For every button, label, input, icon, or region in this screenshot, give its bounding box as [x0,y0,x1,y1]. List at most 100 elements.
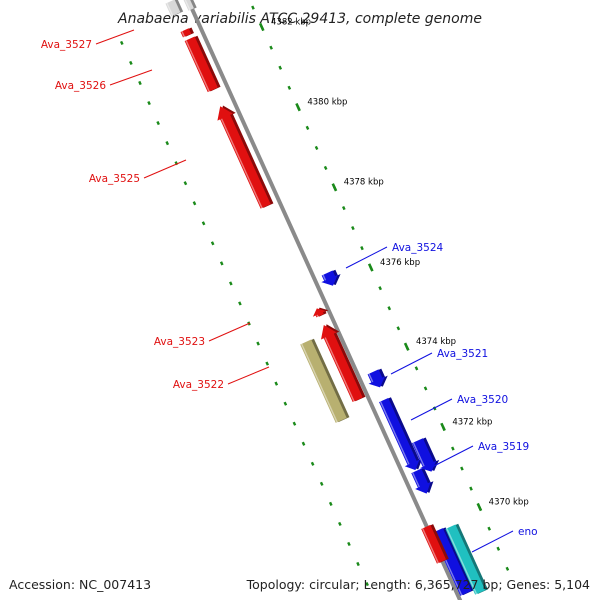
tick-label-4374-kbp: 4374 kbp [416,337,456,347]
gene-ava-3521 [367,368,388,388]
tick-dot [165,141,170,146]
tick-dot [414,366,419,371]
accession-text: Accession: NC_007413 [9,577,152,592]
tick-dot [283,401,288,406]
gene-label-ava-3521: Ava_3521 [437,348,488,360]
scale-ticks: 4382 kbp 4380 kbp 4378 kbp 4376 kbp 4374 kbp… [258,17,529,512]
gene-ava-3520-highlight [379,401,410,465]
map-title: Anabaena variabilis ATCC 29413, complete… [117,11,482,27]
gene-forward-extra-highlight [412,442,425,467]
gene-ava-3522-highlight [324,337,355,402]
tick-dot [274,381,279,386]
neighbor-feature-top [165,0,184,17]
tick-dot [347,541,351,547]
tick-label-4370-kbp: 4370 kbp [489,497,529,507]
gene-ava-3527-body [180,28,192,38]
tick-dot [432,406,437,411]
tick-dot [210,241,215,246]
tick-dot [256,341,260,346]
tick-dot [356,561,360,567]
tick-label-4378-kbp: 4378 kbp [344,178,384,188]
tick-label-4372-kbp: 4372 kbp [452,417,492,427]
gene-ava-3519-highlight [412,472,420,488]
tick-dot [378,286,382,291]
leader-ava-3524 [345,246,388,269]
gene-labels: Ava_3527 Ava_3526 Ava_3525 Ava_3524 Ava_3523… [41,29,538,553]
tick-dot [147,100,151,106]
outer-tick-dots [251,5,510,571]
tick-dot [301,441,306,446]
tick-dot [156,120,160,126]
gene-label-ava-3525: Ava_3525 [89,173,140,185]
tick-dot [269,45,273,50]
tick-dot [119,40,124,46]
tick-dot [192,201,197,206]
major-tick [258,22,265,32]
gene-label-ava-3527: Ava_3527 [41,39,92,51]
neighbor-feature-top-highlight [166,2,174,17]
gene-ava-3524-highlight [322,274,327,281]
gene-ava-3520 [379,397,423,471]
leader-ava-3521 [390,352,433,375]
leader-ava-3522 [227,366,270,385]
tick-dot [323,165,328,171]
gene-ava-3527-highlight [181,31,186,38]
tick-dot [487,526,492,531]
major-tick [295,102,301,112]
gene-ava-3525-highlight [220,118,263,209]
tick-dot-rings [119,5,510,587]
gene-ava-3525-body [217,106,271,209]
leader-ava-3525 [143,159,187,179]
gene-ava-3522-body [321,325,363,402]
major-tick [403,342,410,351]
tick-dot [201,221,206,226]
tick-dot [505,566,510,571]
gene-label-eno: eno [518,526,538,538]
gene-ava-3524 [321,269,341,286]
tick-label-4376-kbp: 4376 kbp [380,258,420,268]
genome-summary-text: Topology: circular; Length: 6,365,727 bp… [246,577,590,592]
gene-label-ava-3522: Ava_3522 [173,379,224,391]
major-tick [440,422,446,432]
tick-dot [265,361,269,366]
tick-dot [138,80,142,86]
neighbor-feature-top-2 [183,0,197,11]
leader-ava-3526 [109,69,153,86]
tick-dot [287,85,292,90]
neighbor-feature-top-2-highlight [184,0,191,11]
leader-eno [471,530,514,553]
gene-ava-3524-body [321,270,338,286]
gene-reverse-extra [421,524,449,564]
gene-ava-3526 [184,35,221,93]
tick-dot [278,65,283,70]
tick-dot [305,125,310,130]
gene-features [165,0,488,596]
gene-ava-3523-highlight [316,314,319,318]
gene-reverse-extra-highlight [421,528,439,564]
gene-label-ava-3519: Ava_3519 [478,441,529,453]
backbone-line [185,0,463,600]
tick-dot [338,521,342,527]
tick-dot [396,326,401,331]
leader-ava-3519 [431,445,474,468]
tick-label-4382-kbp: 4382 kbp [271,17,311,27]
tick-dot [469,486,473,491]
tick-dot [360,246,364,251]
tick-dot [129,60,133,66]
gene-reverse-extra-body [421,524,447,564]
tick-dot [387,306,392,311]
genome-backbone [185,0,463,600]
major-tick [367,263,374,272]
tick-dot [183,181,188,186]
tick-dot [219,261,224,266]
neighbor-feature-top-body [165,0,181,17]
tick-dot [351,225,355,231]
major-tick [476,502,483,512]
leader-ava-3523 [208,322,251,342]
gene-ava-3523 [312,307,329,318]
gene-ava-3526-highlight [185,40,210,92]
tick-dot [423,386,428,391]
major-tick [331,183,338,192]
tick-dot [238,301,242,306]
tick-dot [251,5,255,10]
